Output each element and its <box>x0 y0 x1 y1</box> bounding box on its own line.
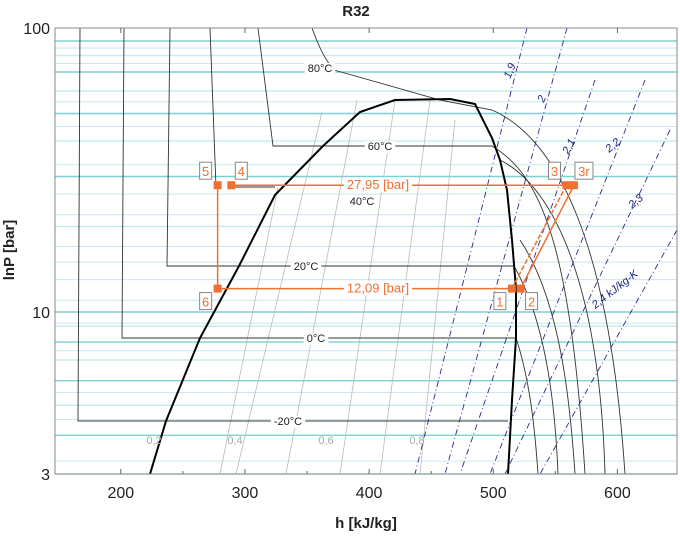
cycle-point-1 <box>507 284 516 293</box>
y-tick-label: 100 <box>23 21 50 38</box>
cycle-point-2 <box>516 284 525 293</box>
label-background <box>303 333 329 345</box>
quality-line <box>419 119 456 475</box>
chart-title: R32 <box>342 3 370 20</box>
point-label-box <box>574 161 594 180</box>
axis-ticks: 200 300 400 500 600 3 10 100 <box>23 21 631 502</box>
quality-line <box>285 99 358 475</box>
quality-label: 0,8 <box>409 435 424 447</box>
isotherm-label: 80°C <box>308 63 333 75</box>
x-tick-label: 500 <box>480 485 507 502</box>
saturation-dome <box>149 97 517 475</box>
plot-frame <box>54 27 678 475</box>
isotherm-line <box>166 27 559 475</box>
isentrope-line <box>444 27 568 475</box>
isentrope-line <box>539 229 678 475</box>
cycle-point-5 <box>213 181 222 190</box>
point-label-3: 3 <box>551 164 558 179</box>
isotherm-line <box>121 27 539 475</box>
isentrope-label: 2,4 kJ/kg-K <box>589 268 641 312</box>
isotherm-lines <box>77 27 626 475</box>
isotherm-label: 40°C <box>350 196 375 208</box>
label-background <box>290 261 322 273</box>
point-label-box <box>199 292 213 311</box>
label-background <box>346 196 378 208</box>
point-label-box <box>525 292 539 311</box>
cycle-point-4 <box>227 181 236 190</box>
point-label-1: 1 <box>496 295 503 310</box>
quality-label: 0,6 <box>318 435 333 447</box>
label-background <box>364 141 396 153</box>
label-background <box>270 416 306 428</box>
label-background <box>343 280 413 296</box>
isentrope-label: 2,1 <box>560 137 578 157</box>
isentrope-label: 1,9 <box>502 62 519 81</box>
x-tick-label: 600 <box>604 485 631 502</box>
point-label-box <box>548 161 562 180</box>
point-label-3r: 3r <box>578 164 590 179</box>
x-tick-label: 300 <box>232 485 259 502</box>
high-pressure-label: 27,95 [bar] <box>347 177 409 192</box>
isotherm-label: 20°C <box>294 261 319 273</box>
isotherm-label: -20°C <box>274 416 302 428</box>
point-label-6: 6 <box>202 295 209 310</box>
point-label-box <box>199 161 213 180</box>
x-tick-label: 400 <box>356 485 383 502</box>
label-background <box>343 177 413 193</box>
isotherm-label: 0°C <box>307 333 326 345</box>
isentrope-label: 2,2 <box>603 136 623 156</box>
quality-line <box>219 186 279 475</box>
y-axis-label: lnP [bar] <box>1 220 18 281</box>
isotherm-line <box>209 27 275 188</box>
cycle-segment <box>519 184 575 289</box>
quality-label: 0,4 <box>227 435 242 447</box>
label-background <box>304 63 336 75</box>
cycle-segment <box>511 184 568 289</box>
isotherm-label: 60°C <box>368 141 393 153</box>
quality-lines <box>219 99 456 475</box>
isotherm-line <box>311 27 626 475</box>
isentrope-line <box>459 79 596 475</box>
point-label-4: 4 <box>238 164 245 179</box>
quality-label: 0,2 <box>146 435 161 447</box>
isotherm-line <box>77 27 508 422</box>
point-label-box <box>234 161 248 180</box>
line-labels: 80°C 60°C 40°C 20°C 0°C -20°C 0,2 0,4 0,6 0,8 1,9 2… <box>146 62 646 447</box>
y-tick-label: 10 <box>32 305 50 322</box>
saturation-curve <box>149 97 517 475</box>
quality-line <box>235 111 323 475</box>
isentrope-line <box>489 79 646 475</box>
isentrope-label: 2,3 <box>626 192 647 212</box>
isentrope-lines <box>414 27 678 475</box>
isentrope-label: 2 <box>535 94 549 105</box>
refrigeration-cycle: 1 2 3 3r 4 5 6 27,95 [bar] 12,09 [bar] <box>199 161 594 311</box>
cycle-point-3 <box>562 181 571 190</box>
isentrope-line <box>504 129 671 475</box>
point-label-2: 2 <box>528 295 535 310</box>
point-label-5: 5 <box>202 164 209 179</box>
cycle-point-3r <box>569 181 578 190</box>
y-tick-label: 3 <box>41 467 50 484</box>
isentrope-line <box>414 27 528 475</box>
point-label-box <box>493 292 507 311</box>
low-pressure-label: 12,09 [bar] <box>347 281 409 296</box>
x-axis-label: h [kJ/kg] <box>335 515 397 532</box>
x-tick-label: 200 <box>107 485 134 502</box>
grid-lines <box>55 40 677 475</box>
cycle-point-6 <box>213 284 222 293</box>
isotherm-line <box>257 27 586 475</box>
